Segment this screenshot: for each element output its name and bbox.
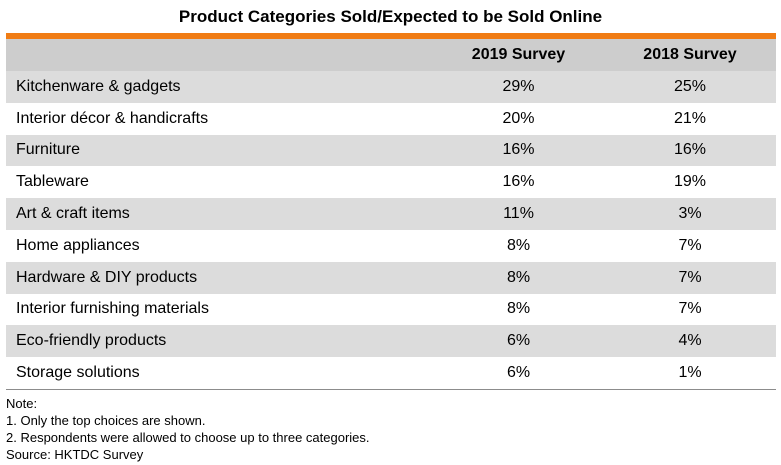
value-2018-cell: 7%	[678, 300, 702, 318]
value-2019-cell: 20%	[502, 109, 535, 127]
value-2019-cell: 16%	[433, 134, 604, 167]
table-bottom-divider	[6, 388, 776, 390]
table-row: Kitchenware & gadgets 29% 25%	[6, 71, 776, 103]
note-line: 1. Only the top choices are shown.	[6, 413, 206, 428]
accent-bar	[6, 33, 776, 39]
value-2019-cell: 8%	[506, 236, 531, 254]
value-2018-cell: 7%	[678, 236, 702, 254]
value-2018-cell: 25%	[604, 71, 776, 103]
source-line: Source: HKTDC Survey	[6, 447, 144, 462]
value-2018-cell: 19%	[673, 173, 707, 191]
category-cell: Storage solutions	[16, 364, 140, 382]
category-cell: Eco-friendly products	[6, 325, 433, 358]
value-2019-cell: 6%	[433, 325, 604, 358]
table-row: Furniture 16% 16%	[6, 134, 776, 167]
table-row: Storage solutions 6% 1%	[6, 357, 776, 389]
value-2018-cell: 21%	[673, 109, 707, 127]
table-row: Tableware 16% 19%	[6, 166, 776, 198]
table-header-row: 2019 Survey 2018 Survey	[6, 39, 776, 71]
survey-table-container: 2019 Survey 2018 Survey Kitchenware & ga…	[6, 33, 776, 390]
category-cell: Interior furnishing materials	[16, 300, 209, 318]
column-header-2018: 2018 Survey	[604, 39, 776, 71]
category-cell: Kitchenware & gadgets	[6, 71, 433, 103]
value-2019-cell: 16%	[502, 173, 535, 191]
category-cell: Interior décor & handicrafts	[16, 109, 209, 127]
value-2018-cell: 7%	[604, 261, 776, 294]
table-row: Eco-friendly products 6% 4%	[6, 325, 776, 358]
value-2019-cell: 8%	[433, 261, 604, 294]
value-2019-cell: 29%	[433, 71, 604, 103]
table-row: Interior décor & handicrafts 20% 21%	[6, 103, 776, 135]
value-2019-cell: 6%	[506, 364, 531, 382]
page-title: Product Categories Sold/Expected to be S…	[178, 7, 603, 26]
category-cell: Art & craft items	[6, 198, 433, 230]
category-cell: Tableware	[16, 173, 89, 191]
table-row: Hardware & DIY products 8% 7%	[6, 261, 776, 294]
value-2018-cell: 3%	[604, 198, 776, 230]
value-2018-cell: 4%	[604, 325, 776, 358]
notes-section: Note: 1. Only the top choices are shown.…	[6, 395, 370, 463]
notes-heading: Note:	[6, 396, 38, 411]
category-cell: Home appliances	[16, 236, 140, 254]
category-cell: Furniture	[6, 134, 433, 167]
value-2018-cell: 16%	[604, 134, 776, 167]
table-row: Art & craft items 11% 3%	[6, 198, 776, 230]
note-line: 2. Respondents were allowed to choose up…	[6, 430, 370, 445]
table-row: Home appliances 8% 7%	[6, 230, 776, 262]
value-2018-cell: 1%	[678, 364, 702, 382]
table-row: Interior furnishing materials 8% 7%	[6, 294, 776, 326]
column-header-category	[6, 39, 433, 71]
value-2019-cell: 11%	[433, 198, 604, 230]
value-2019-cell: 8%	[506, 300, 531, 318]
column-header-2019: 2019 Survey	[433, 39, 604, 71]
survey-table: 2019 Survey 2018 Survey Kitchenware & ga…	[6, 39, 776, 389]
category-cell: Hardware & DIY products	[6, 261, 433, 294]
